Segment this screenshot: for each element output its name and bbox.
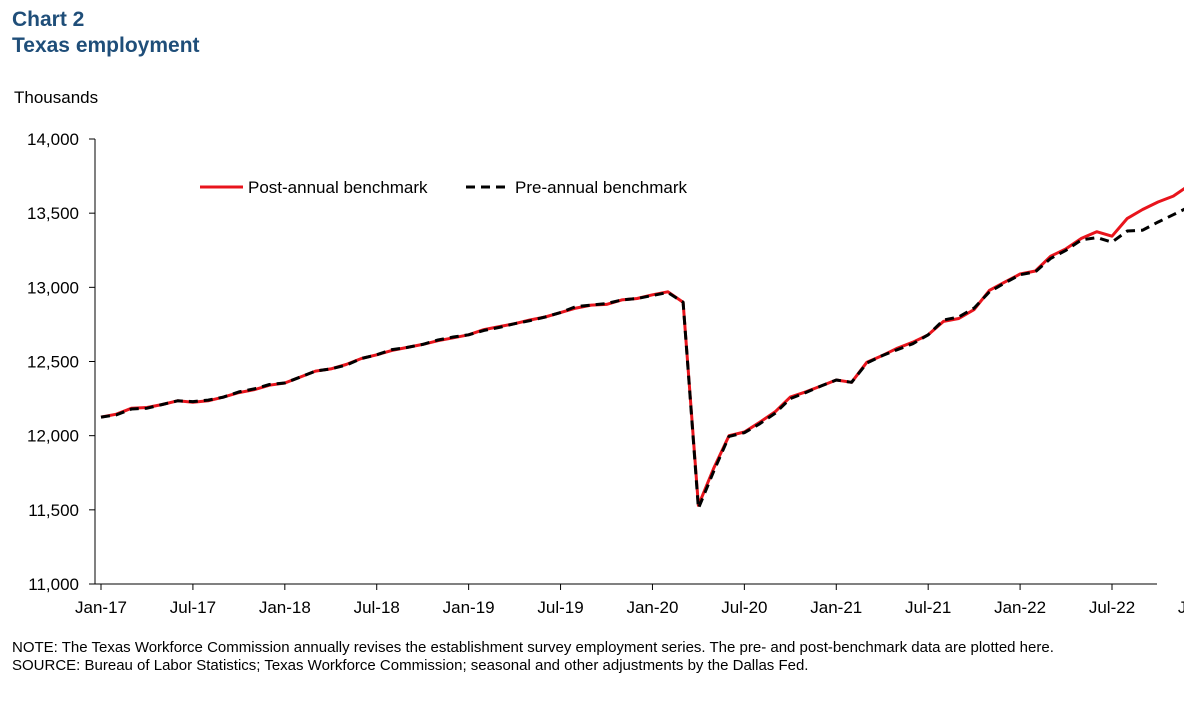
series-line-pre-benchmark — [100, 207, 1184, 510]
y-tick-label: 13,000 — [27, 278, 79, 297]
y-axis-unit-label: Thousands — [14, 88, 99, 107]
x-tick-label: Jul-20 — [721, 598, 767, 617]
x-tick-label: Jan-22 — [994, 598, 1046, 617]
series-line-post-benchmark — [100, 187, 1184, 507]
x-tick-label: Jul-18 — [354, 598, 400, 617]
x-tick-label: Jan-20 — [626, 598, 678, 617]
chart-series — [100, 187, 1184, 510]
chart-title: Texas employment — [12, 34, 200, 57]
y-tick-label: 12,000 — [27, 427, 79, 446]
chart-axes: 11,000 11,500 12,000 12,500 13,000 13,500 14,0… — [27, 130, 1184, 617]
x-tick-label: Jan-21 — [810, 598, 862, 617]
x-tick-label: Jul-19 — [537, 598, 583, 617]
x-tick-label: Jul-17 — [170, 598, 216, 617]
y-tick-label: 12,500 — [27, 353, 79, 372]
y-tick-label: 14,000 — [27, 130, 79, 149]
y-tick-label: 13,500 — [27, 204, 79, 223]
legend-label-pre: Pre-annual benchmark — [515, 178, 687, 197]
x-tick-label: Jul-21 — [905, 598, 951, 617]
x-tick-label: Jan-19 — [443, 598, 495, 617]
legend-label-post: Post-annual benchmark — [248, 178, 428, 197]
chart-notes: NOTE: The Texas Workforce Commission ann… — [12, 639, 1162, 674]
note-text: NOTE: The Texas Workforce Commission ann… — [12, 639, 1054, 656]
x-tick-label: Jan-17 — [75, 598, 127, 617]
source-text: SOURCE: Bureau of Labor Statistics; Texa… — [12, 656, 809, 674]
y-tick-label: 11,000 — [28, 575, 79, 594]
chart-legend: Post-annual benchmark Pre-annual benchma… — [200, 178, 687, 197]
y-tick-label: 11,500 — [28, 501, 79, 520]
chart-label: Chart 2 — [12, 8, 85, 31]
x-tick-label: Jan-23 — [1178, 598, 1184, 617]
x-tick-label: Jul-22 — [1089, 598, 1135, 617]
x-tick-label: Jan-18 — [259, 598, 311, 617]
